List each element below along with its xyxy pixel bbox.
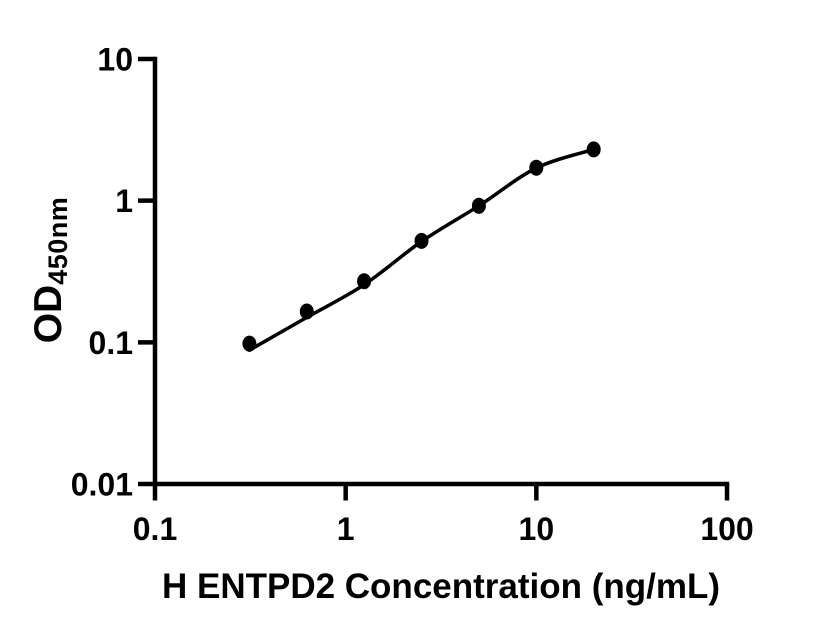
data-point	[529, 159, 544, 176]
data-point	[414, 232, 429, 249]
x-tick-label: 0.1	[133, 511, 177, 547]
y-axis-title: OD450nm	[27, 178, 73, 362]
y-tick-label: 0.01	[71, 467, 133, 503]
x-axis-title: H ENTPD2 Concentration (ng/mL)	[161, 567, 721, 606]
data-point	[471, 197, 486, 214]
y-axis-title-main: OD	[27, 284, 70, 344]
fit-curve	[247, 147, 596, 352]
x-tick-label: 100	[700, 511, 753, 547]
y-tick-label: 1	[115, 183, 133, 219]
y-tick-label: 10	[97, 41, 133, 77]
data-point	[357, 273, 372, 290]
x-tick-label: 10	[519, 511, 555, 547]
data-point	[586, 141, 601, 158]
y-tick-label: 0.1	[89, 325, 133, 361]
data-point	[242, 335, 257, 352]
y-axis-title-subscript: 450nm	[43, 196, 73, 285]
x-tick-label: 1	[337, 511, 355, 547]
data-point	[299, 303, 314, 320]
